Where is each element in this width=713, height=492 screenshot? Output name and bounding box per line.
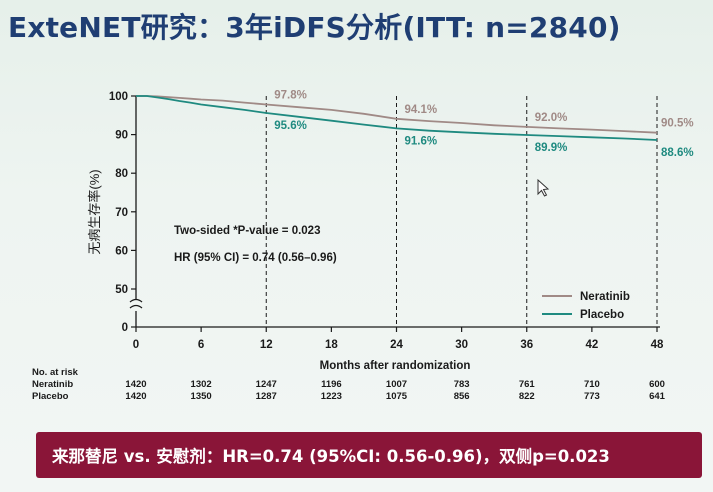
data-label-neratinib: 97.8% bbox=[274, 89, 307, 101]
y-tick-label: 70 bbox=[115, 207, 128, 219]
y-tick-label: 80 bbox=[115, 168, 128, 180]
data-label-placebo: 91.6% bbox=[405, 135, 438, 147]
y-axis-break-mark bbox=[129, 304, 143, 309]
chart-annotation-pvalue: Two-sided *P-value = 0.023 bbox=[174, 225, 320, 237]
x-tick-label: 24 bbox=[390, 339, 403, 351]
legend-label-neratinib: Neratinib bbox=[580, 291, 630, 303]
x-tick-label: 18 bbox=[325, 339, 338, 351]
y-tick-label: 100 bbox=[109, 91, 128, 103]
y-axis-label: 无病生存率(%) bbox=[87, 169, 102, 254]
data-label-neratinib: 90.5% bbox=[661, 118, 694, 130]
km-chart: 0 50 60 70 80 90 100 0 6 12 18 24 30 36 42 48 97.8% 95.6… bbox=[87, 89, 694, 372]
data-label-placebo: 88.6% bbox=[661, 147, 694, 159]
chart-data-labels: 97.8% 95.6% 94.1% 91.6% 92.0% 89.9% 90.5% 88.6% bbox=[274, 89, 693, 159]
y-tick-label: 50 bbox=[115, 284, 128, 296]
legend-label-placebo: Placebo bbox=[580, 309, 624, 321]
data-label-placebo: 95.6% bbox=[274, 120, 307, 132]
y-tick-label: 90 bbox=[115, 130, 128, 142]
result-banner-text: 来那替尼 vs. 安慰剂：HR=0.74 (95%CI: 0.56-0.96)，… bbox=[52, 447, 610, 466]
chart-series bbox=[136, 95, 658, 141]
y-tick-label: 60 bbox=[115, 245, 128, 257]
x-tick-label: 48 bbox=[651, 339, 664, 351]
x-tick-label: 12 bbox=[260, 339, 273, 351]
data-label-placebo: 89.9% bbox=[535, 142, 568, 154]
y-tick-label: 0 bbox=[122, 322, 128, 334]
result-banner: 来那替尼 vs. 安慰剂：HR=0.74 (95%CI: 0.56-0.96)，… bbox=[36, 432, 702, 478]
series-line-neratinib bbox=[136, 95, 658, 134]
chart-legend: Neratinib Placebo bbox=[542, 291, 630, 321]
x-tick-label: 6 bbox=[198, 339, 204, 351]
x-tick-label: 0 bbox=[133, 339, 139, 351]
chart-axes: 0 50 60 70 80 90 100 0 6 12 18 24 30 36 42 48 bbox=[109, 91, 664, 351]
x-axis-label: Months after randomization bbox=[320, 360, 471, 372]
series-line-placebo bbox=[136, 95, 658, 141]
page-title: ExteNET研究：3年iDFS分析(ITT: n=2840) bbox=[8, 11, 621, 44]
x-tick-label: 42 bbox=[585, 339, 598, 351]
chart-annotation-hr: HR (95% CI) = 0.74 (0.56–0.96) bbox=[174, 252, 337, 264]
x-tick-label: 30 bbox=[455, 339, 468, 351]
data-label-neratinib: 92.0% bbox=[535, 112, 568, 124]
data-label-neratinib: 94.1% bbox=[405, 104, 438, 116]
y-axis-break-mark bbox=[129, 298, 143, 303]
x-tick-label: 36 bbox=[520, 339, 533, 351]
mouse-cursor-icon bbox=[537, 178, 550, 197]
